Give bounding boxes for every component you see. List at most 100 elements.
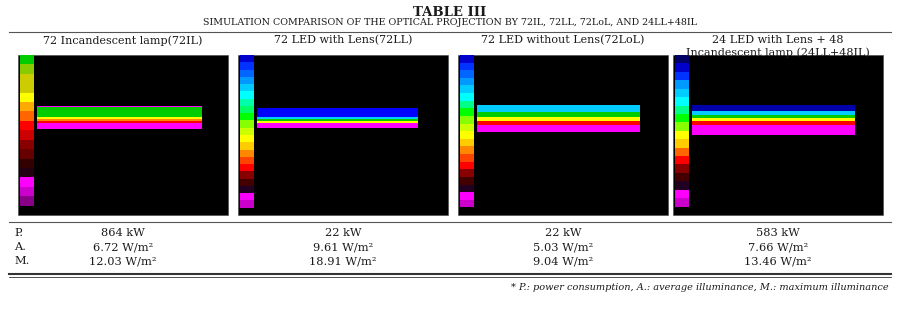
Bar	[675, 89, 689, 97]
Text: 6.72 W/m²: 6.72 W/m²	[93, 242, 153, 252]
Bar	[240, 142, 254, 149]
Bar	[692, 114, 855, 118]
Bar	[257, 117, 418, 128]
Text: 72 LED without Lens(72LoL): 72 LED without Lens(72LoL)	[482, 35, 644, 45]
Bar	[460, 208, 474, 215]
Bar	[460, 154, 474, 162]
Bar	[20, 130, 34, 140]
Bar	[240, 164, 254, 171]
Bar	[257, 117, 418, 121]
Bar	[20, 140, 34, 149]
Bar	[675, 72, 689, 80]
Text: SIMULATION COMPARISON OF THE OPTICAL PROJECTION BY 72IL, 72LL, 72LoL, AND 24LL+4: SIMULATION COMPARISON OF THE OPTICAL PRO…	[203, 18, 697, 27]
Bar	[460, 131, 474, 139]
Bar	[477, 116, 640, 121]
Bar	[20, 196, 34, 206]
Bar	[240, 149, 254, 157]
Bar	[692, 118, 855, 124]
Bar	[458, 55, 668, 215]
Bar	[460, 108, 474, 116]
Bar	[240, 62, 254, 69]
Bar	[675, 173, 689, 181]
Bar	[240, 128, 254, 135]
Text: P.: P.	[14, 228, 23, 238]
Bar	[675, 181, 689, 190]
Bar	[460, 185, 474, 192]
Bar	[460, 200, 474, 208]
Bar	[477, 118, 640, 124]
Bar	[675, 123, 689, 131]
Bar	[20, 187, 34, 196]
Bar	[37, 106, 202, 128]
Bar	[240, 179, 254, 186]
Text: 12.03 W/m²: 12.03 W/m²	[89, 256, 157, 266]
Bar	[20, 168, 34, 177]
Text: A.: A.	[14, 242, 26, 252]
Bar	[240, 208, 254, 215]
Bar	[477, 105, 640, 112]
Bar	[240, 113, 254, 121]
Text: M.: M.	[14, 256, 30, 266]
Bar	[37, 114, 202, 121]
Bar	[477, 116, 640, 132]
Bar	[20, 121, 34, 130]
Bar	[257, 108, 418, 118]
Bar	[257, 119, 418, 123]
Text: 72 Incandescent lamp(72IL): 72 Incandescent lamp(72IL)	[43, 35, 202, 45]
Text: 22 kW: 22 kW	[325, 228, 361, 238]
Text: 72 LED with Lens(72LL): 72 LED with Lens(72LL)	[274, 35, 412, 45]
Bar	[240, 55, 254, 62]
Bar	[675, 131, 689, 139]
Bar	[460, 177, 474, 185]
Bar	[240, 69, 254, 77]
Bar	[460, 70, 474, 78]
Bar	[692, 117, 855, 121]
Bar	[20, 149, 34, 158]
Bar	[460, 162, 474, 169]
Bar	[460, 55, 474, 63]
Text: TABLE III: TABLE III	[413, 6, 487, 19]
Bar	[675, 55, 689, 63]
Bar	[257, 115, 418, 119]
Bar	[20, 93, 34, 102]
Bar	[240, 99, 254, 106]
Bar	[240, 193, 254, 201]
Bar	[20, 64, 34, 74]
Bar	[675, 97, 689, 106]
Bar	[37, 114, 202, 123]
Bar	[460, 101, 474, 108]
Text: 24 LED with Lens + 48
Incandescent lamp (24LL+48IL): 24 LED with Lens + 48 Incandescent lamp …	[686, 35, 870, 58]
Bar	[238, 55, 448, 215]
Bar	[460, 93, 474, 101]
Bar	[675, 190, 689, 198]
Bar	[20, 177, 34, 187]
Bar	[240, 84, 254, 91]
Bar	[460, 192, 474, 200]
Bar	[460, 85, 474, 93]
Bar	[460, 139, 474, 146]
Bar	[675, 198, 689, 207]
Bar	[20, 158, 34, 168]
Bar	[692, 114, 855, 135]
Text: 13.46 W/m²: 13.46 W/m²	[744, 256, 812, 266]
Bar	[240, 77, 254, 84]
Text: 864 kW: 864 kW	[101, 228, 145, 238]
Bar	[675, 139, 689, 148]
Bar	[20, 55, 34, 64]
Bar	[460, 169, 474, 177]
Text: 18.91 W/m²: 18.91 W/m²	[310, 256, 377, 266]
Bar	[20, 206, 34, 215]
Bar	[692, 109, 855, 115]
Bar	[18, 55, 228, 215]
Bar	[675, 63, 689, 72]
Bar	[477, 110, 640, 118]
Bar	[240, 106, 254, 113]
Bar	[37, 107, 202, 117]
Bar	[20, 74, 34, 83]
Bar	[675, 106, 689, 114]
Text: 9.61 W/m²: 9.61 W/m²	[313, 242, 374, 252]
Bar	[675, 114, 689, 123]
Bar	[20, 112, 34, 121]
Bar	[692, 105, 855, 111]
Bar	[675, 156, 689, 164]
